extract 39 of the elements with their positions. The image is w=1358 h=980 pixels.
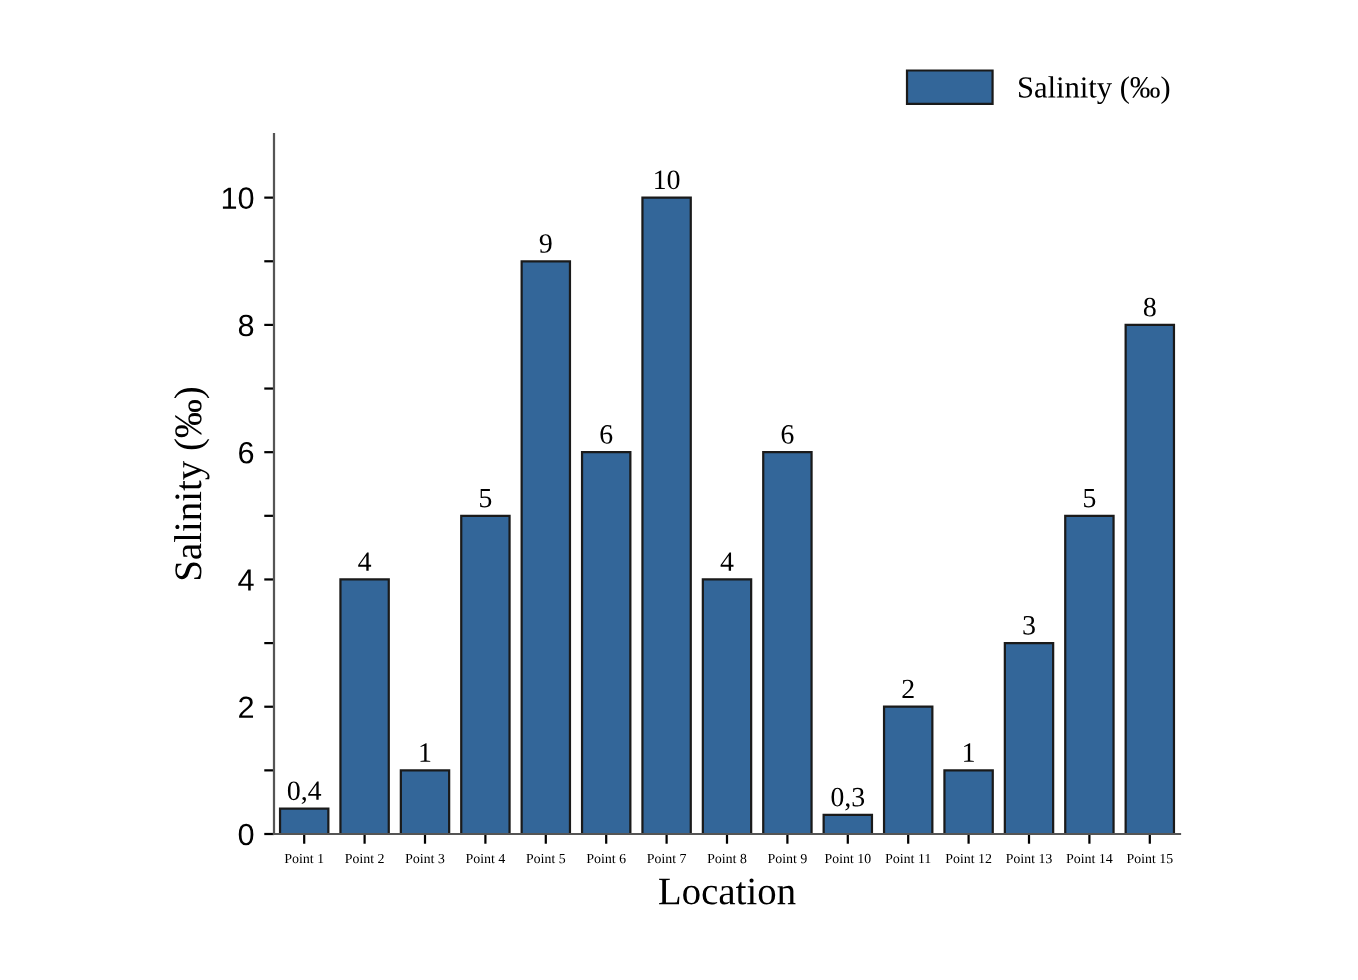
data-label: 6: [781, 425, 794, 444]
bar: [822, 813, 874, 834]
x-axis-title: Location: [659, 878, 796, 905]
bar: [1064, 514, 1115, 834]
data-label: 9: [539, 234, 552, 253]
bar: [641, 196, 692, 834]
data-label: 3: [1023, 616, 1035, 635]
y-tick-label: 8: [238, 314, 254, 337]
bar: [520, 260, 572, 834]
bar: [339, 578, 390, 834]
legend-label: Salinity (‰): [1019, 76, 1170, 104]
bar: [460, 514, 511, 834]
data-label: 6: [600, 425, 613, 444]
data-label: 1: [420, 743, 431, 762]
data-label: 5: [1084, 488, 1096, 508]
data-label: 0,4: [287, 781, 322, 805]
y-tick-label: 10: [222, 187, 254, 210]
bar: [943, 769, 994, 834]
data-label: 1: [964, 743, 974, 762]
y-tick-label: 4: [238, 569, 254, 591]
data-label: 0,3: [831, 787, 865, 811]
bar: [399, 769, 451, 834]
data-label: 4: [358, 552, 372, 571]
bar: [882, 705, 934, 834]
bar: [762, 451, 813, 834]
y-tick-label: 0: [238, 823, 254, 846]
bar: [278, 807, 330, 834]
bar: [1003, 641, 1055, 834]
bar: [1124, 323, 1176, 834]
bar: [701, 578, 753, 834]
y-tick-label: 2: [239, 696, 254, 718]
y-tick-label: 6: [239, 441, 254, 464]
data-label: 8: [1143, 297, 1156, 317]
y-axis-title: Salinity (‰): [174, 387, 210, 580]
data-label: 2: [902, 679, 914, 699]
data-label: 10: [655, 170, 680, 190]
data-label: 4: [720, 552, 734, 571]
bar: [580, 451, 632, 834]
data-label: 5: [480, 488, 492, 508]
